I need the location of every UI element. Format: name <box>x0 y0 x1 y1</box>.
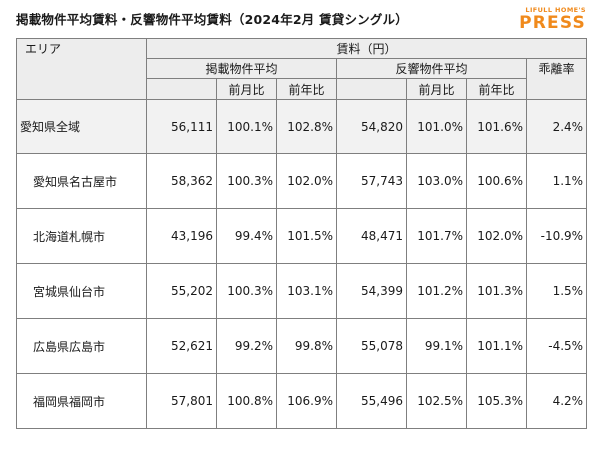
response-yoy-cell: 100.6% <box>466 153 527 209</box>
header-gap: 乖離率 <box>525 58 588 79</box>
header-response-mom: 前月比 <box>406 78 467 100</box>
response-rent-cell: 57,743 <box>336 153 407 209</box>
header-response: 反響物件平均 <box>336 58 527 79</box>
gap-cell: -10.9% <box>525 208 588 264</box>
area-cell: 宮城県仙台市 <box>16 263 147 319</box>
listed-mom-cell: 100.3% <box>216 153 277 209</box>
area-cell: 福岡県福岡市 <box>16 373 147 429</box>
gap-cell: 1.1% <box>525 153 588 209</box>
response-rent-cell: 55,496 <box>336 373 407 429</box>
header-gap-spacer <box>525 78 588 100</box>
listed-rent-cell: 55,202 <box>146 263 217 319</box>
area-cell: 北海道札幌市 <box>16 208 147 264</box>
gap-cell: 2.4% <box>525 99 588 154</box>
logo-main-text: PRESS <box>519 12 586 33</box>
header-listed-mom: 前月比 <box>216 78 277 100</box>
area-cell: 愛知県全域 <box>16 99 147 154</box>
gap-cell: 1.5% <box>525 263 588 319</box>
header-listed-spacer <box>146 78 217 100</box>
listed-mom-cell: 99.2% <box>216 318 277 374</box>
listed-mom-cell: 100.8% <box>216 373 277 429</box>
rent-table: エリア 賃料（円） 掲載物件平均 反響物件平均 乖離率 前月比 前年比 前月比 … <box>16 38 588 429</box>
listed-yoy-cell: 99.8% <box>276 318 337 374</box>
response-rent-cell: 48,471 <box>336 208 407 264</box>
header-listed-yoy: 前年比 <box>276 78 337 100</box>
table-row: 北海道札幌市 43,196 99.4% 101.5% 48,471 101.7%… <box>16 208 588 264</box>
header-area: エリア <box>16 38 147 59</box>
listed-yoy-cell: 106.9% <box>276 373 337 429</box>
response-mom-cell: 101.2% <box>406 263 467 319</box>
response-rent-cell: 54,820 <box>336 99 407 154</box>
gap-cell: -4.5% <box>525 318 588 374</box>
response-mom-cell: 103.0% <box>406 153 467 209</box>
listed-yoy-cell: 102.8% <box>276 99 337 154</box>
table-row: 愛知県全域 56,111 100.1% 102.8% 54,820 101.0%… <box>16 99 588 154</box>
table-row: 広島県広島市 52,621 99.2% 99.8% 55,078 99.1% 1… <box>16 318 588 374</box>
response-rent-cell: 55,078 <box>336 318 407 374</box>
header-response-spacer <box>336 78 407 100</box>
listed-mom-cell: 99.4% <box>216 208 277 264</box>
response-yoy-cell: 102.0% <box>466 208 527 264</box>
response-yoy-cell: 101.1% <box>466 318 527 374</box>
response-mom-cell: 101.7% <box>406 208 467 264</box>
header-area-spacer <box>16 58 147 79</box>
response-mom-cell: 101.0% <box>406 99 467 154</box>
listed-rent-cell: 58,362 <box>146 153 217 209</box>
response-yoy-cell: 101.3% <box>466 263 527 319</box>
header-listed: 掲載物件平均 <box>146 58 337 79</box>
table-row: 宮城県仙台市 55,202 100.3% 103.1% 54,399 101.2… <box>16 263 588 319</box>
response-yoy-cell: 105.3% <box>466 373 527 429</box>
response-mom-cell: 99.1% <box>406 318 467 374</box>
listed-rent-cell: 52,621 <box>146 318 217 374</box>
listed-yoy-cell: 102.0% <box>276 153 337 209</box>
listed-yoy-cell: 101.5% <box>276 208 337 264</box>
area-cell: 愛知県名古屋市 <box>16 153 147 209</box>
listed-yoy-cell: 103.1% <box>276 263 337 319</box>
listed-mom-cell: 100.1% <box>216 99 277 154</box>
response-mom-cell: 102.5% <box>406 373 467 429</box>
gap-cell: 4.2% <box>525 373 588 429</box>
listed-rent-cell: 56,111 <box>146 99 217 154</box>
response-yoy-cell: 101.6% <box>466 99 527 154</box>
logo-top-text: LIFULL HOME'S <box>525 6 586 14</box>
header-area-spacer2 <box>16 78 147 100</box>
listed-rent-cell: 43,196 <box>146 208 217 264</box>
header-rent: 賃料（円） <box>145 38 588 59</box>
area-cell: 広島県広島市 <box>16 318 147 374</box>
header-response-yoy: 前年比 <box>466 78 527 100</box>
listed-mom-cell: 100.3% <box>216 263 277 319</box>
page-title: 掲載物件平均賃料・反響物件平均賃料（2024年2月 賃貸シングル） <box>16 12 408 27</box>
table-row: 愛知県名古屋市 58,362 100.3% 102.0% 57,743 103.… <box>16 153 588 209</box>
response-rent-cell: 54,399 <box>336 263 407 319</box>
table-row: 福岡県福岡市 57,801 100.8% 106.9% 55,496 102.5… <box>16 373 588 429</box>
press-logo: LIFULL HOME'S PRESS <box>519 7 586 32</box>
listed-rent-cell: 57,801 <box>146 373 217 429</box>
